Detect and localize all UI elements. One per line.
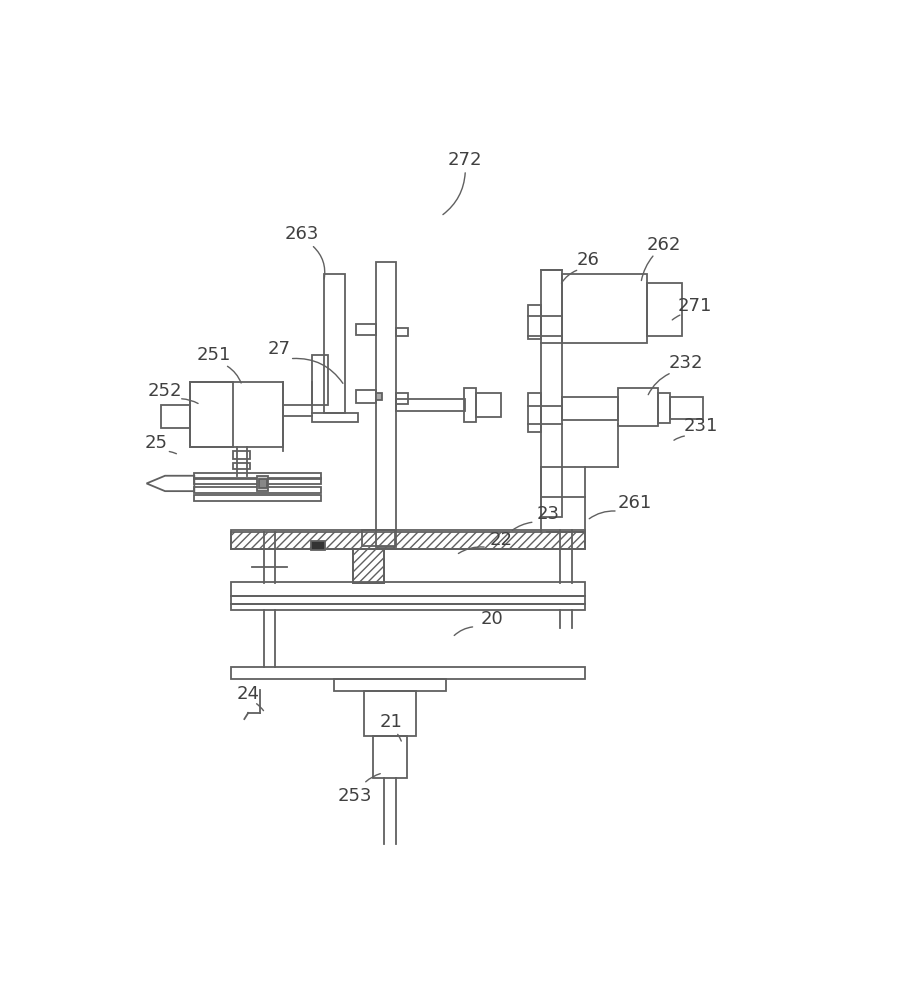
Bar — [356, 389, 376, 403]
Bar — [362, 530, 394, 546]
Bar — [528, 305, 540, 339]
Bar — [363, 691, 415, 736]
Bar — [323, 274, 345, 413]
Bar — [562, 397, 618, 420]
Bar — [657, 393, 669, 423]
Bar — [356, 324, 376, 335]
Bar — [231, 530, 584, 549]
Text: 26: 26 — [576, 251, 599, 269]
Bar — [311, 541, 324, 550]
Bar — [231, 532, 584, 549]
Bar — [476, 393, 500, 417]
Bar — [335, 679, 446, 691]
Bar — [312, 355, 327, 405]
Text: 21: 21 — [379, 713, 402, 731]
Bar — [395, 328, 407, 336]
Bar — [161, 405, 190, 428]
Bar — [376, 393, 381, 400]
Text: 271: 271 — [677, 297, 711, 315]
Text: 232: 232 — [667, 354, 702, 372]
Text: 272: 272 — [448, 151, 482, 169]
Bar — [353, 549, 383, 583]
Bar — [669, 397, 702, 419]
Text: 22: 22 — [489, 531, 512, 549]
Bar — [231, 582, 584, 596]
Bar — [233, 451, 249, 459]
Bar — [259, 479, 267, 488]
Text: 252: 252 — [148, 382, 182, 400]
Bar — [463, 388, 476, 422]
Bar — [190, 382, 282, 447]
Bar — [194, 495, 321, 501]
Bar — [395, 399, 465, 411]
Bar — [257, 476, 268, 491]
Text: 25: 25 — [144, 434, 167, 452]
Text: 262: 262 — [646, 236, 680, 254]
Text: 27: 27 — [267, 340, 290, 358]
Text: 24: 24 — [236, 685, 259, 703]
Text: 263: 263 — [285, 225, 319, 243]
Bar — [353, 549, 383, 583]
Bar — [190, 382, 233, 447]
Bar — [231, 667, 584, 679]
Bar — [376, 262, 395, 547]
Bar — [194, 473, 321, 479]
Bar — [231, 596, 584, 604]
Text: 231: 231 — [683, 417, 718, 435]
Text: 20: 20 — [480, 610, 503, 628]
Bar — [231, 604, 584, 610]
Bar — [372, 736, 406, 778]
Bar — [562, 274, 646, 343]
Text: 261: 261 — [617, 494, 652, 512]
Bar — [312, 413, 357, 422]
Bar — [395, 393, 407, 404]
Text: 23: 23 — [537, 505, 560, 523]
Bar — [528, 393, 540, 432]
Text: 251: 251 — [196, 346, 231, 364]
Bar — [618, 388, 657, 426]
Bar — [540, 270, 562, 517]
Bar — [194, 487, 321, 493]
Bar — [233, 463, 249, 469]
Text: 253: 253 — [337, 787, 371, 805]
Bar — [646, 283, 681, 336]
Bar — [194, 478, 321, 484]
